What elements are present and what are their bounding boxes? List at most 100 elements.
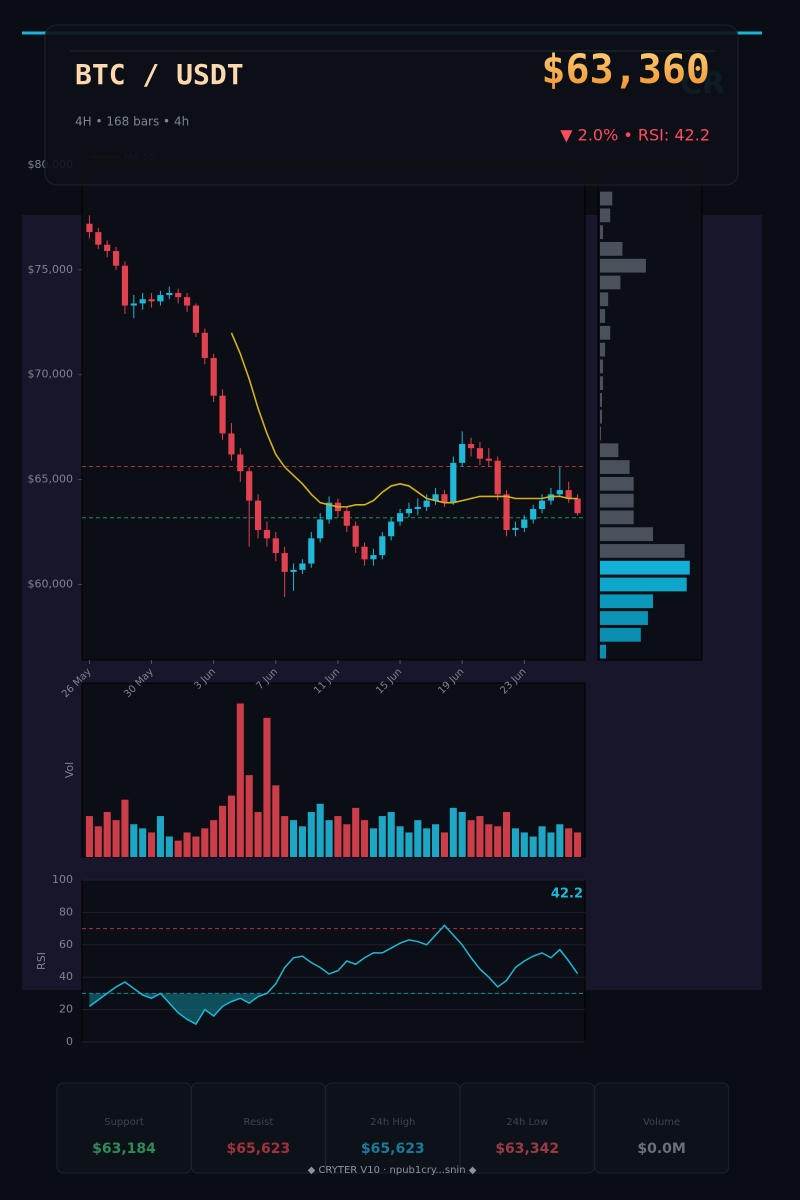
y-tick-label: $75,000 [28,263,74,276]
candle-body [175,292,182,298]
candle-body [538,500,546,509]
current-price: $63,360 [541,47,710,93]
pair-title: BTC / USDT [75,58,244,91]
y-tick-label: 100 [52,873,73,886]
volume-bar [227,795,235,857]
profile-bar [600,208,611,223]
oversold-area [89,993,578,1025]
profile-bar [600,292,609,307]
volume-bar [254,811,262,857]
volume-bar [165,836,173,857]
candle-body [432,494,439,501]
volume-bar [183,832,191,857]
y-tick-label: 80 [59,905,73,918]
volume-bar [112,820,120,857]
profile-bar [600,342,606,357]
volume-bar [139,828,147,857]
profile-bar [600,191,613,206]
candle-body [388,521,395,537]
candle-body [112,250,120,266]
candle-body [201,332,208,358]
y-tick-label: 0 [66,1035,73,1048]
volume-bar [574,832,582,857]
volume-bar [352,807,360,857]
stat-value: $65,623 [227,1141,291,1157]
candle-body [210,357,217,396]
stat-value: $63,184 [92,1141,156,1157]
profile-bar [600,627,641,642]
volume-bar [325,820,333,857]
candle-body [521,519,528,528]
candle-body [565,490,572,499]
profile-bar [600,577,687,592]
volume-bar [503,811,511,857]
profile-bar [600,644,607,659]
y-tick-label: $65,000 [28,473,74,486]
stat-card [56,1082,192,1174]
candle-body [503,494,510,530]
profile-bar [600,258,646,273]
candle-body [485,458,492,461]
candle-body [166,292,173,296]
candle-body [512,527,519,530]
profile-bar [600,376,604,391]
change: ▼ 2.0% • RSI: 42.2 [560,126,710,145]
stat-value: $65,623 [361,1141,425,1157]
volume-bar [423,828,431,857]
volume-bar [547,832,555,857]
header: BTC / USDT $63,360 4H • 168 bars • 4h ▼ … [44,24,739,186]
volume-bar [307,811,315,857]
volume-bar [94,826,102,857]
profile-bar [600,275,621,290]
candle-body [317,519,324,539]
profile-bar [600,611,648,625]
volume-bar [148,832,156,857]
volume-bar [520,832,528,857]
candle-body [192,305,200,333]
candle-body [325,502,333,520]
candle-body [299,563,306,570]
candle-body [459,443,466,463]
candle-body [228,433,235,455]
volume-bar [556,824,564,857]
candle-body [343,511,350,526]
candle-body [263,529,271,539]
profile-bar [600,309,606,323]
volume-bar [467,820,475,857]
stat-label: Volume [643,1117,680,1128]
rsi-panel [81,879,586,1043]
candle-body [396,513,404,522]
candle-body [219,395,226,434]
volume-bar [272,785,280,857]
volume-bar [538,826,546,857]
candle-body [139,299,146,304]
volume-bar [121,799,129,857]
volume-panel [81,682,586,858]
candle-body [414,506,421,509]
candle-body [95,232,102,245]
candle-body [494,460,501,495]
profile-bar [600,359,604,374]
volume-bar [565,828,573,857]
volume-bar [85,816,93,857]
volume-bar [405,832,413,857]
candle-body [281,553,288,572]
stat-label: 24h High [370,1117,415,1128]
candle-body [467,443,475,449]
stat-value: $0.0M [637,1141,685,1157]
profile-bar [600,242,623,256]
price-panel [81,164,586,661]
stat-card [459,1082,595,1174]
candle-body [121,265,129,306]
volume-bar [192,836,200,857]
y-tick-label: 60 [59,938,73,951]
y-axis-label: Vol [63,762,76,778]
stat-label: Resist [244,1117,274,1128]
volume-bar [103,811,111,857]
candle-body [530,508,537,520]
candle-body [308,538,315,564]
volume-bar [432,824,440,857]
volume-bar [378,816,386,857]
candle-body [423,500,430,507]
stat-card [190,1082,326,1174]
